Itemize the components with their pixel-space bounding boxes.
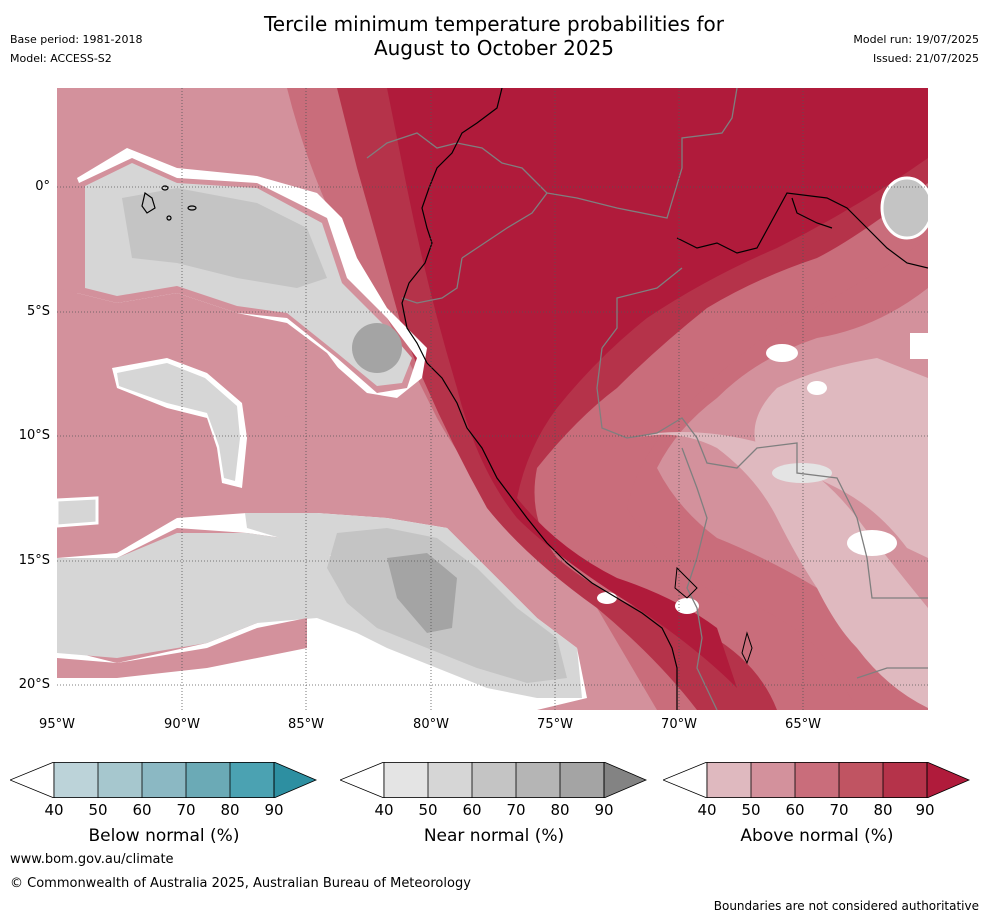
model-run-label: Model run: 19/07/2025 [853, 33, 979, 46]
ocean-above-50-south [57, 618, 307, 678]
lon-label-90w: 90°W [164, 717, 200, 732]
near-normal-70-south [387, 553, 457, 633]
lake-titicaca [674, 566, 698, 599]
colorbar-above-normal-swatch [883, 762, 927, 798]
lon-label-80w: 80°W [413, 717, 449, 732]
colorbar-below-normal-swatch [186, 762, 230, 798]
low-probability-patch [847, 530, 897, 556]
footer-copyright: © Commonwealth of Australia 2025, Austra… [10, 876, 471, 891]
colorbar-above-tick: 60 [785, 801, 805, 819]
colorbar-above-title: Above normal (%) [740, 826, 894, 846]
colorbar-below-tick: 70 [176, 801, 196, 819]
colorbar-near-normal-swatch [340, 762, 385, 798]
colorbar-above-tick: 70 [829, 801, 849, 819]
colorbar-near-normal-swatch [384, 762, 428, 798]
footer-disclaimer: Boundaries are not considered authoritat… [713, 899, 979, 913]
issued-label: Issued: 21/07/2025 [872, 52, 979, 65]
lon-label-65w: 65°W [785, 717, 821, 732]
colorbar-below-tick: 90 [264, 801, 284, 819]
coastline [401, 88, 928, 710]
colorbar-above-normal-swatch [707, 762, 751, 798]
low-probability-patch [766, 344, 798, 362]
colorbar-near-normal-swatch [603, 762, 648, 798]
near-normal-patch-east [880, 176, 928, 240]
near-normal-region-mid [117, 363, 240, 481]
near-normal-outline-north [57, 148, 427, 398]
colorbar-below-tick: 60 [132, 801, 152, 819]
colorbar-near-normal-swatch [472, 762, 516, 798]
colorbar-above-normal-swatch [795, 762, 839, 798]
colorbar-near-tick: 70 [506, 801, 526, 819]
colorbar-near-tick: 40 [374, 801, 394, 819]
low-probability-patch [807, 381, 827, 395]
lat-label-0: 0° [35, 179, 50, 194]
above-normal-90-field [387, 88, 928, 688]
footer-url: www.bom.gov.au/climate [10, 852, 174, 867]
lat-label-5s: 5°S [26, 304, 50, 319]
interior-above-40-field [754, 358, 928, 558]
model-label: Model: ACCESS-S2 [10, 52, 112, 65]
map-title: Tercile minimum temperature probabilitie… [0, 12, 988, 60]
colorbar-below-normal-swatch [142, 762, 186, 798]
low-probability-patch [597, 592, 617, 604]
colorbar-near-normal-swatch [560, 762, 604, 798]
colorbar-below-tick: 40 [44, 801, 64, 819]
colorbar-below-tick: 50 [88, 801, 108, 819]
near-normal-region-west [57, 496, 99, 528]
colorbar-above-normal [663, 762, 971, 798]
colorbar-above-normal-swatch [926, 762, 971, 798]
colorbar-above-tick: 50 [741, 801, 761, 819]
colorbar-below-normal-swatch [230, 762, 274, 798]
lon-label-95w: 95°W [39, 717, 75, 732]
colorbar-below-normal [10, 762, 318, 798]
colorbar-above-normal-swatch [839, 762, 883, 798]
colorbar-below-title: Below normal (%) [88, 826, 240, 846]
colorbar-near-tick: 60 [462, 801, 482, 819]
colorbar-above-normal-swatch [751, 762, 795, 798]
lake-poopo [741, 631, 753, 665]
probability-map [57, 88, 928, 710]
colorbar-near-normal [340, 762, 648, 798]
lon-label-75w: 75°W [537, 717, 573, 732]
colorbar-near-title: Near normal (%) [423, 826, 565, 846]
colorbar-above-tick: 80 [873, 801, 893, 819]
colorbar-below-normal-swatch [273, 762, 318, 798]
colorbar-below-normal-swatch [98, 762, 142, 798]
colorbar-above-normal-swatch [663, 762, 708, 798]
country-borders [366, 88, 928, 710]
ocean-above-50-mid [57, 288, 357, 418]
low-probability-patch [910, 333, 928, 359]
base-period-label: Base period: 1981-2018 [10, 33, 143, 46]
colorbar-above-tick: 90 [915, 801, 935, 819]
colorbar-near-tick: 80 [550, 801, 570, 819]
colorbar-near-normal-swatch [428, 762, 472, 798]
colorbar-near-normal-swatch [516, 762, 560, 798]
interior-above-40-band [637, 432, 928, 708]
lat-label-20s: 20°S [18, 677, 50, 692]
lon-label-85w: 85°W [288, 717, 324, 732]
lat-label-15s: 15°S [18, 553, 50, 568]
colorbar-above-tick: 40 [697, 801, 717, 819]
map-title-line1: Tercile minimum temperature probabilitie… [263, 12, 725, 36]
colorbar-below-normal-swatch [10, 762, 55, 798]
near-normal-60-north [122, 188, 327, 288]
lat-label-10s: 10°S [18, 428, 50, 443]
graticule [57, 88, 928, 710]
map-title-line2: August to October 2025 [373, 36, 615, 60]
colorbar-below-normal-swatch [54, 762, 98, 798]
colorbar-below-tick: 80 [220, 801, 240, 819]
colorbar-near-tick: 90 [594, 801, 614, 819]
galapagos-islands [141, 185, 197, 221]
near-normal-70-north [352, 323, 402, 373]
colorbar-near-tick: 50 [418, 801, 438, 819]
low-probability-patch [675, 598, 699, 614]
lon-label-70w: 70°W [661, 717, 697, 732]
